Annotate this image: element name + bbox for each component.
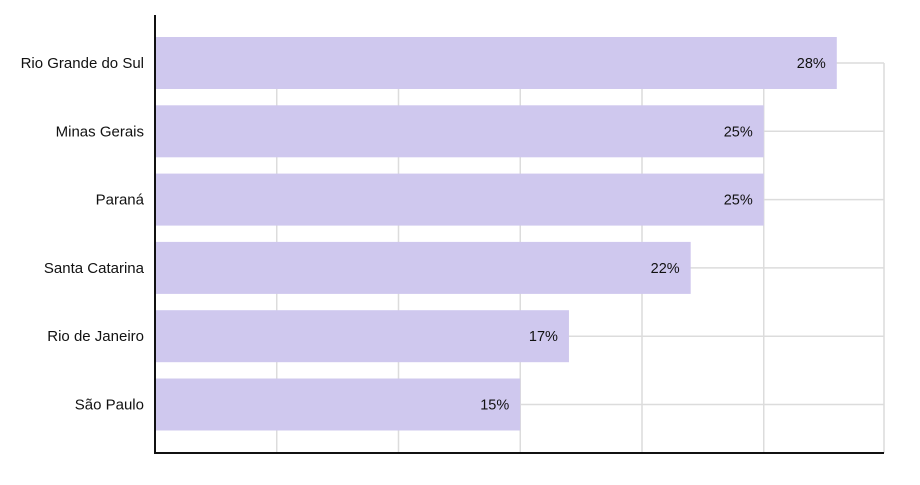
bar: [155, 241, 691, 294]
bar: [155, 105, 764, 158]
bar: [155, 173, 764, 226]
category-label: São Paulo: [75, 397, 144, 414]
value-label: 28%: [797, 56, 826, 72]
value-label: 25%: [724, 124, 753, 140]
category-label: Paraná: [96, 192, 145, 209]
category-label: Rio de Janeiro: [47, 328, 144, 345]
labels: Rio Grande do Sul 28% Minas Gerais 25% Paran…: [21, 55, 826, 414]
bar: [155, 37, 837, 89]
value-label: 15%: [480, 398, 509, 414]
category-label: Rio Grande do Sul: [21, 55, 144, 72]
value-label: 22%: [651, 261, 680, 277]
bars: [155, 37, 837, 431]
value-label: 25%: [724, 193, 753, 209]
bar: [155, 310, 569, 363]
bar: [155, 378, 521, 431]
value-label: 17%: [529, 329, 558, 345]
category-label: Minas Gerais: [56, 123, 144, 140]
category-label: Santa Catarina: [44, 260, 145, 277]
